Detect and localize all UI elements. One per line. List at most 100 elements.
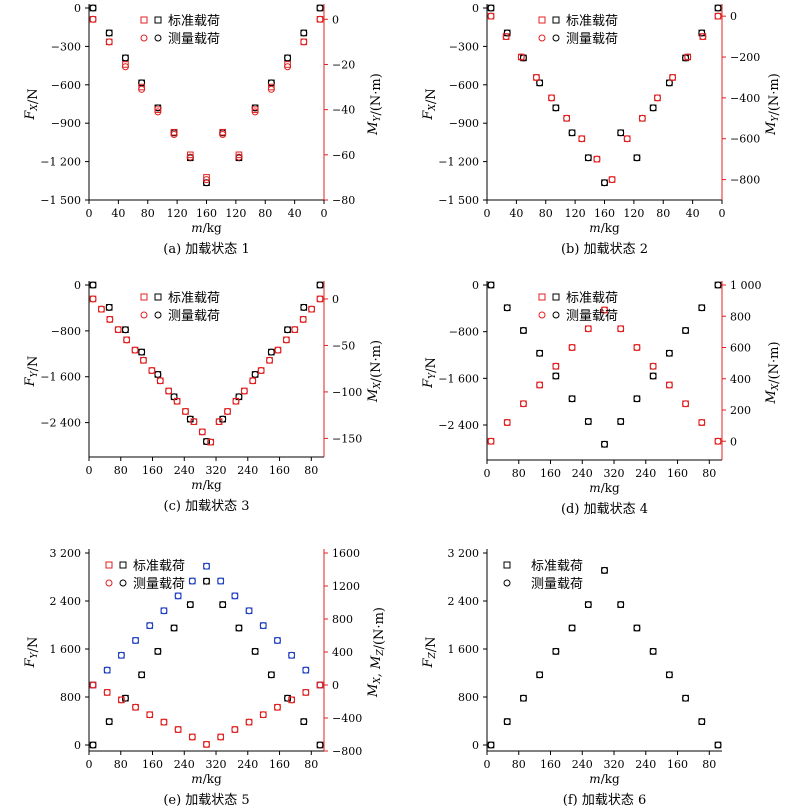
y-axis-title-left: FY/N	[23, 356, 41, 388]
y-axis-title-left: FZ/N	[421, 636, 439, 668]
data-point-f-s1-13	[698, 718, 706, 726]
data-point-d-s3-12	[682, 400, 690, 408]
data-point-a-s2-3	[138, 83, 145, 91]
left-tick-label: −900	[449, 117, 479, 130]
data-point-e-s5-6	[174, 726, 182, 734]
data-point-c-s3-20	[257, 367, 265, 375]
data-point-f-s1-9	[633, 624, 641, 632]
x-tick-label: 160	[269, 758, 290, 771]
data-point-e-s1-4	[154, 647, 162, 655]
data-point-b-s1-10	[649, 104, 657, 112]
right-tick-label: 1200	[332, 580, 360, 593]
right-tick-label: 400	[730, 373, 751, 386]
data-point-f-s1-0	[487, 741, 495, 749]
data-point-a-s2-10	[251, 106, 259, 113]
left-tick-label: 0	[74, 279, 81, 292]
data-point-b-s3-0	[487, 12, 495, 20]
x-tick-label: 320	[604, 467, 625, 480]
left-tick-label: −300	[449, 40, 479, 53]
data-point-b-s3-6	[578, 135, 586, 143]
y-axis-title-right: MY/(N·m)	[366, 73, 384, 136]
x-tick-label: 240	[174, 464, 195, 477]
data-point-f-s1-5	[568, 624, 576, 632]
y-axis-title-right: MY/(N·m)	[764, 73, 782, 136]
data-point-e-s1-7	[203, 577, 210, 585]
legend-circle-marker	[538, 34, 546, 42]
data-point-a-s1-1	[105, 29, 113, 37]
data-point-c-s3-7	[148, 367, 156, 375]
data-point-e-s3-13	[273, 636, 281, 644]
x-tick-label: 80	[702, 758, 716, 771]
data-point-c-s3-9	[165, 387, 173, 395]
data-point-a-s1-0	[89, 4, 97, 12]
data-point-e-s1-8	[219, 601, 227, 609]
data-point-d-s3-8	[617, 325, 625, 333]
data-point-a-s2-6	[186, 151, 194, 159]
data-point-b-s3-8	[608, 176, 616, 184]
data-point-d-s3-5	[568, 344, 576, 351]
x-tick-label: 40	[509, 207, 523, 220]
data-point-c-s3-23	[282, 336, 290, 344]
right-tick-label: −40	[332, 104, 355, 117]
data-point-c-s1-11	[267, 348, 275, 356]
data-point-e-s5-11	[245, 718, 253, 726]
data-point-a-s1-3	[138, 79, 146, 87]
right-tick-label: −150	[332, 432, 362, 445]
left-tick-label: −1 500	[40, 194, 81, 207]
x-tick-label: 160	[196, 207, 217, 220]
x-tick-label: 80	[258, 207, 272, 220]
left-tick-label: 800	[458, 691, 479, 704]
right-tick-label: 400	[332, 646, 353, 659]
data-point-e-s3-10	[231, 592, 239, 600]
data-point-c-s3-5	[131, 346, 139, 354]
data-point-b-s3-4	[548, 94, 556, 102]
left-tick-label: 0	[472, 2, 479, 15]
x-tick-label: 40	[288, 207, 302, 220]
x-tick-label: 40	[686, 207, 700, 220]
data-point-e-s3-12	[259, 622, 267, 630]
x-tick-label: 0	[484, 758, 491, 771]
data-point-b-s1-3	[536, 79, 544, 87]
x-tick-label: 320	[604, 758, 625, 771]
data-point-e-s3-9	[217, 577, 225, 585]
data-point-a-s3-1	[105, 38, 113, 46]
data-point-e-s5-13	[273, 703, 281, 711]
data-point-d-s3-9	[633, 344, 641, 351]
data-point-a-s3-4	[154, 108, 162, 116]
right-tick-label: −400	[730, 92, 760, 105]
x-tick-label: 160	[142, 758, 163, 771]
right-tick-label: 800	[332, 613, 353, 626]
data-point-c-s3-4	[123, 336, 131, 344]
left-tick-label: 0	[74, 739, 81, 752]
data-point-c-s3-16	[224, 407, 232, 415]
legend-circle-marker-black	[154, 34, 162, 42]
left-tick-label: 0	[74, 2, 81, 15]
data-point-e-s1-13	[300, 718, 308, 726]
legend-standard-label: 标准载荷	[133, 559, 185, 574]
x-tick-label: 0	[86, 758, 93, 771]
data-point-a-s2-8	[219, 128, 227, 136]
data-point-a-s3-2	[121, 63, 129, 71]
data-point-e-s5-4	[146, 711, 154, 719]
x-tick-label: 320	[206, 464, 227, 477]
x-axis-title: m/kg	[589, 221, 620, 235]
left-tick-label: −1 600	[40, 371, 81, 384]
x-tick-label: 240	[572, 467, 593, 480]
data-point-c-s3-3	[114, 326, 122, 334]
data-point-e-s5-5	[160, 718, 168, 726]
data-point-c-s3-12	[190, 418, 198, 426]
data-point-a-s3-14	[316, 15, 324, 23]
x-tick-label: 0	[321, 207, 328, 220]
data-point-b-s1-9	[633, 154, 641, 162]
legend-circle-marker	[503, 579, 511, 587]
x-tick-label: 240	[237, 758, 258, 771]
legend-standard-label: 标准载荷	[566, 14, 618, 29]
x-tick-label: 80	[304, 758, 318, 771]
data-point-b-s3-14	[699, 33, 707, 41]
left-tick-label: 1 600	[50, 643, 82, 656]
data-point-b-s1-7	[601, 179, 608, 187]
data-point-a-s3-8	[219, 130, 227, 138]
x-tick-label: 80	[304, 464, 318, 477]
data-point-a-s3-11	[267, 85, 275, 93]
data-point-d-s1-14	[714, 281, 722, 289]
